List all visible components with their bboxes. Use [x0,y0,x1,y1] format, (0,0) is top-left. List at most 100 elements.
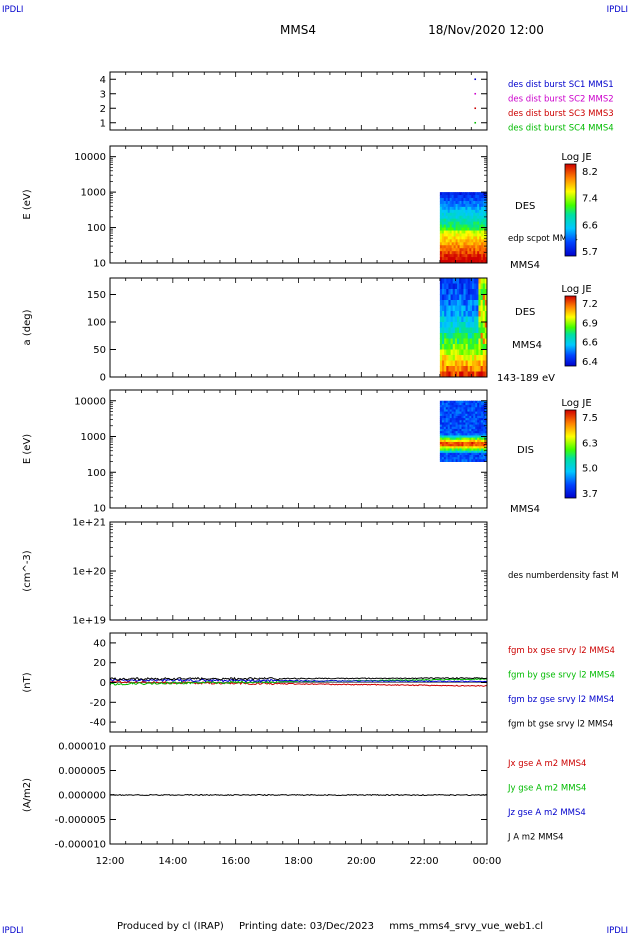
panel-2-cell [443,224,447,229]
panel-4-colorbar-tick: 7.5 [582,413,598,424]
footer-produced: Produced by cl (IRAP) [117,921,224,932]
panel-2-cell [439,200,443,205]
panel-4-cell [449,444,453,447]
mission-title: MMS4 [280,23,316,37]
panel-2-cell [469,242,472,246]
panel-3-cell [482,327,486,334]
panel-4-cell [471,448,474,452]
panel-4-cell [473,415,476,419]
panel-3-cell [467,316,471,323]
panel-4-cell [441,420,445,423]
panel-3-cell [467,294,471,301]
panel-2-cell [441,195,445,199]
panel-3-cell [452,283,456,290]
panel-4-cell [469,439,472,443]
panel-4-cell [479,457,482,460]
panel-4-cell [465,450,468,454]
panel-3-cell [446,283,449,290]
panel-4-cell [465,409,468,413]
panel-3-cell [446,300,449,306]
panel-2-cell [449,212,453,217]
panel-2-cell [463,236,466,240]
panel-2-cell [473,221,476,226]
panel-2-cell [481,212,484,217]
panel-3-cell [484,355,487,361]
panel-2-cell [445,239,449,243]
panel-4-cell [439,415,443,419]
panel-4-cell [453,439,457,443]
panel-2-cell [473,248,476,252]
panel-4-frame [109,389,488,509]
panel-3-cell [446,355,449,361]
panel-4-cell [483,420,486,423]
panel-4-cell [463,457,466,460]
panel-3-cell [482,355,486,361]
panel-2-cell [439,251,443,255]
panel-4-cell [475,446,478,449]
panel-3-cell [476,283,479,290]
panel-3-cell [472,322,475,328]
panel-4-cell [469,411,472,415]
panel-2-cell [473,200,476,205]
panel-2-cell [453,206,457,211]
panel-4-cell [467,413,470,417]
panel-4-cell [447,459,451,462]
panel-4-cell [447,446,451,449]
panel-2-cell [449,260,453,263]
panel-3-cell [478,305,482,312]
panel-4-cell [441,409,445,413]
panel-2-cell [479,233,482,237]
panel-3-cell [442,371,445,377]
panel-2-cell [483,215,486,220]
panel-2-cell [471,245,474,249]
panel-4-cell [461,400,464,404]
panel-4-cell [461,415,464,419]
panel-2-cell [447,195,451,199]
panel-4-cell [451,405,455,408]
panel-4-cell [453,431,457,434]
panel-3-cell [454,300,458,306]
panel-4-cell [441,402,445,406]
panel-2-cell [439,242,443,246]
panel-2-cell [443,198,447,202]
panel-2-cell [457,198,461,202]
panel-4-cell [451,431,455,434]
panel-3-cell [463,355,467,361]
panel-3-cell [472,316,475,323]
panel-5-ytick-label: 1e+20 [72,567,106,578]
panel-2-cell [455,242,459,246]
panel-3-cell [461,360,464,367]
panel-6-legend-3: fgm bz gse srvy l2 MMS4 [508,695,614,705]
panel-3-cell [482,349,486,356]
panel-4-cell [443,426,447,430]
panel-3-cell [459,371,462,377]
panel-4-cell [449,413,453,417]
panel-2-cell [481,233,484,237]
panel-3-cell [484,289,487,295]
panel-4-cell [443,441,447,445]
panel-3-cell [452,349,456,356]
panel-3-cell [454,338,458,345]
panel-4-cell [463,441,466,445]
panel-4-cell [469,435,472,439]
panel-2-cell [475,221,478,226]
panel-4-cell [481,448,484,452]
panel-3-cell [446,289,449,295]
panel-6-ytick-label: -40 [90,718,106,729]
panel-4-cell [439,444,443,447]
panel-2-cell [485,248,487,252]
panel-4-cell [461,413,464,417]
panel-4-cell [481,420,484,423]
panel-2-cell [467,200,470,205]
panel-4-cell [469,448,472,452]
panel-3-cell [450,294,454,301]
panel-2-cell [479,227,482,232]
panel-2-cell [459,248,462,252]
panel-3-cell [461,355,464,361]
panel-4-cell [469,428,472,432]
panel-4-cell [441,418,445,421]
panel-2-cell [477,242,480,246]
panel-4-cell [459,433,462,436]
panel-2-cell [443,248,447,252]
panel-4-cell [471,418,474,421]
